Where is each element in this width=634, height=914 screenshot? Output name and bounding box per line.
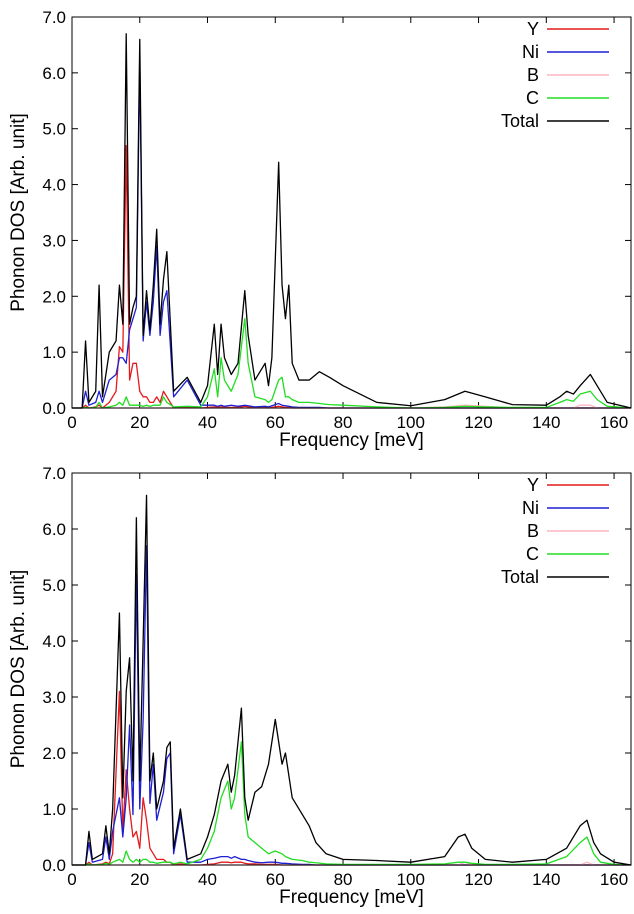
y-tick-label: 4.0 — [42, 176, 66, 195]
y-tick-label: 1.0 — [42, 800, 66, 819]
series-line — [72, 545, 631, 866]
x-tick-label: 0 — [67, 870, 76, 889]
chart: 0.0 1.0 2.0 3.0 4.0 5.0 6.0 7.0 0 20 40 60 80 100 120 1… — [8, 8, 632, 451]
legend-label: B — [527, 521, 539, 541]
x-tick-label: 20 — [130, 413, 149, 432]
y-tick-label: 0.0 — [42, 399, 66, 418]
series-line — [72, 690, 631, 866]
x-tick-label: 40 — [198, 870, 217, 889]
y-tick-label: 4.0 — [42, 632, 66, 651]
series-line — [72, 494, 632, 866]
x-tick-label: 140 — [532, 413, 560, 432]
x-tick-label: 20 — [130, 870, 149, 889]
legend-label: C — [526, 544, 539, 564]
x-axis-label: Frequency [meV] — [279, 887, 424, 908]
legend-label: Y — [527, 19, 539, 39]
x-tick-label: 60 — [266, 413, 285, 432]
y-tick-label: 2.0 — [42, 287, 66, 306]
series-line — [72, 33, 632, 409]
y-axis-label: Phonon DOS [Arb. unit] — [8, 113, 29, 312]
y-axis-label: Phonon DOS [Arb. unit] — [8, 570, 29, 769]
x-tick-label: 160 — [600, 413, 628, 432]
legend-label: Ni — [522, 42, 539, 62]
legend-label: C — [526, 88, 539, 108]
x-tick-label: 160 — [600, 870, 628, 889]
legend-label: Total — [501, 111, 539, 131]
x-tick-label: 40 — [198, 413, 217, 432]
x-tick-label: 80 — [334, 413, 353, 432]
y-tick-label: 5.0 — [42, 120, 66, 139]
series-line — [72, 317, 632, 409]
y-tick-label: 1.0 — [42, 343, 66, 362]
y-tick-label: 3.0 — [42, 688, 66, 707]
legend-label: Y — [527, 475, 539, 495]
y-tick-label: 7.0 — [42, 464, 66, 483]
x-axis-label: Frequency [meV] — [279, 430, 424, 451]
y-tick-label: 6.0 — [42, 520, 66, 539]
y-tick-label: 7.0 — [42, 8, 66, 27]
y-tick-label: 6.0 — [42, 64, 66, 83]
x-tick-label: 60 — [266, 870, 285, 889]
legend-label: Total — [501, 567, 539, 587]
x-tick-label: 100 — [397, 870, 425, 889]
x-tick-label: 120 — [464, 413, 492, 432]
plot-frame — [71, 472, 632, 866]
x-tick-label: 100 — [397, 413, 425, 432]
x-tick-label: 80 — [334, 870, 353, 889]
chart: 0.0 1.0 2.0 3.0 4.0 5.0 6.0 7.0 0 20 40 60 80 100 120 1… — [8, 464, 632, 908]
x-tick-label: 140 — [532, 870, 560, 889]
y-tick-label: 0.0 — [42, 856, 66, 875]
x-tick-label: 120 — [464, 870, 492, 889]
series-line — [72, 144, 631, 409]
x-tick-label: 0 — [67, 413, 76, 432]
y-tick-label: 3.0 — [42, 231, 66, 250]
plot-frame — [71, 16, 632, 409]
y-tick-label: 5.0 — [42, 576, 66, 595]
y-tick-label: 2.0 — [42, 744, 66, 763]
series-line — [72, 741, 632, 866]
legend-label: B — [527, 65, 539, 85]
legend-label: Ni — [522, 498, 539, 518]
